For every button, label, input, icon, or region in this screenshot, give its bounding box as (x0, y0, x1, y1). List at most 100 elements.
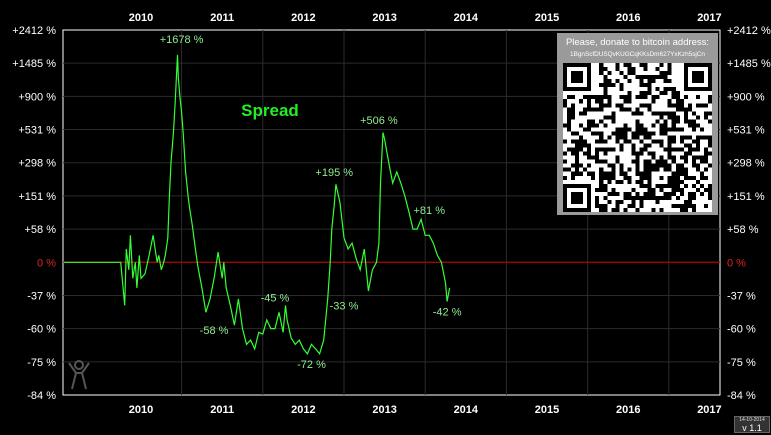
qr-module (619, 95, 624, 100)
qr-module (615, 179, 620, 184)
qr-module (611, 191, 616, 196)
qr-module (639, 195, 644, 200)
qr-module (623, 175, 628, 180)
qr-module (667, 87, 672, 92)
qr-module (603, 123, 608, 128)
qr-module (595, 159, 600, 164)
annotation-label: -45 % (261, 292, 290, 304)
qr-module (579, 135, 584, 140)
qr-module (643, 135, 648, 140)
qr-module (687, 143, 692, 148)
qr-module (623, 135, 628, 140)
qr-module (615, 203, 620, 208)
qr-module (675, 95, 680, 100)
qr-module (667, 79, 672, 84)
qr-module (671, 139, 676, 144)
qr-module (651, 195, 656, 200)
qr-module (679, 191, 684, 196)
qr-module (679, 127, 684, 132)
qr-module (619, 179, 624, 184)
qr-module (683, 143, 688, 148)
x-tick-label-top: 2011 (210, 12, 234, 24)
qr-module (659, 175, 664, 180)
qr-module (683, 175, 688, 180)
qr-module (687, 203, 692, 208)
qr-module (679, 107, 684, 112)
qr-module (659, 123, 664, 128)
qr-module (635, 131, 640, 136)
qr-module (683, 155, 688, 160)
qr-module (655, 199, 660, 204)
qr-module (643, 143, 648, 148)
qr-module (595, 155, 600, 160)
qr-module (691, 111, 696, 116)
qr-module (679, 179, 684, 184)
qr-module (663, 183, 668, 188)
qr-module (563, 151, 568, 156)
y-tick-label-left: +1485 % (12, 58, 56, 70)
y-tick-label-right: -75 % (727, 357, 756, 369)
qr-module (603, 187, 608, 192)
qr-module (695, 135, 700, 140)
qr-module (647, 163, 652, 168)
qr-module (619, 167, 624, 172)
qr-module (623, 99, 628, 104)
qr-module (687, 123, 692, 128)
qr-module (675, 119, 680, 124)
qr-module (703, 187, 708, 192)
qr-module (627, 179, 632, 184)
qr-module (603, 87, 608, 92)
qr-module (675, 171, 680, 176)
qr-module (643, 83, 648, 88)
qr-module (579, 123, 584, 128)
qr-module (607, 115, 612, 120)
qr-module (627, 67, 632, 72)
qr-module (703, 147, 708, 152)
qr-module (671, 119, 676, 124)
qr-module (703, 159, 708, 164)
qr-module (591, 95, 596, 100)
qr-module (635, 179, 640, 184)
qr-module (647, 183, 652, 188)
qr-module (683, 159, 688, 164)
qr-module (587, 99, 592, 104)
qr-module (627, 191, 632, 196)
qr-module (687, 191, 692, 196)
qr-module (647, 103, 652, 108)
qr-module (659, 131, 664, 136)
qr-module (707, 139, 712, 144)
qr-module (571, 151, 576, 156)
qr-module (631, 187, 636, 192)
qr-module (635, 111, 640, 116)
qr-module (615, 159, 620, 164)
qr-module (647, 179, 652, 184)
qr-module (595, 123, 600, 128)
qr-module (567, 167, 572, 172)
qr-module (643, 167, 648, 172)
qr-module (675, 195, 680, 200)
qr-module (671, 159, 676, 164)
qr-module (587, 155, 592, 160)
qr-module (639, 83, 644, 88)
qr-module (623, 191, 628, 196)
qr-module (627, 63, 632, 68)
qr-module (671, 115, 676, 120)
qr-module (683, 115, 688, 120)
qr-module (667, 179, 672, 184)
qr-module (691, 119, 696, 124)
qr-module (623, 207, 628, 212)
qr-module (635, 155, 640, 160)
qr-module (651, 191, 656, 196)
qr-module (627, 175, 632, 180)
qr-module (659, 143, 664, 148)
qr-module (635, 207, 640, 212)
qr-module (587, 171, 592, 176)
qr-module (619, 199, 624, 204)
qr-module (707, 163, 712, 168)
qr-module (603, 103, 608, 108)
qr-module (603, 67, 608, 72)
qr-module (655, 87, 660, 92)
qr-module (595, 187, 600, 192)
qr-module (639, 95, 644, 100)
qr-module (575, 151, 580, 156)
